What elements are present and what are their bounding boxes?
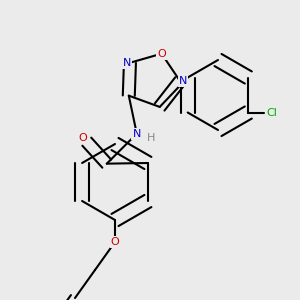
Text: N: N: [123, 58, 131, 68]
Text: N: N: [133, 129, 141, 139]
Text: N: N: [179, 76, 187, 86]
Text: O: O: [111, 237, 119, 247]
Text: H: H: [147, 133, 155, 143]
Text: Cl: Cl: [266, 107, 277, 118]
Text: O: O: [78, 133, 87, 143]
Text: O: O: [157, 49, 166, 59]
